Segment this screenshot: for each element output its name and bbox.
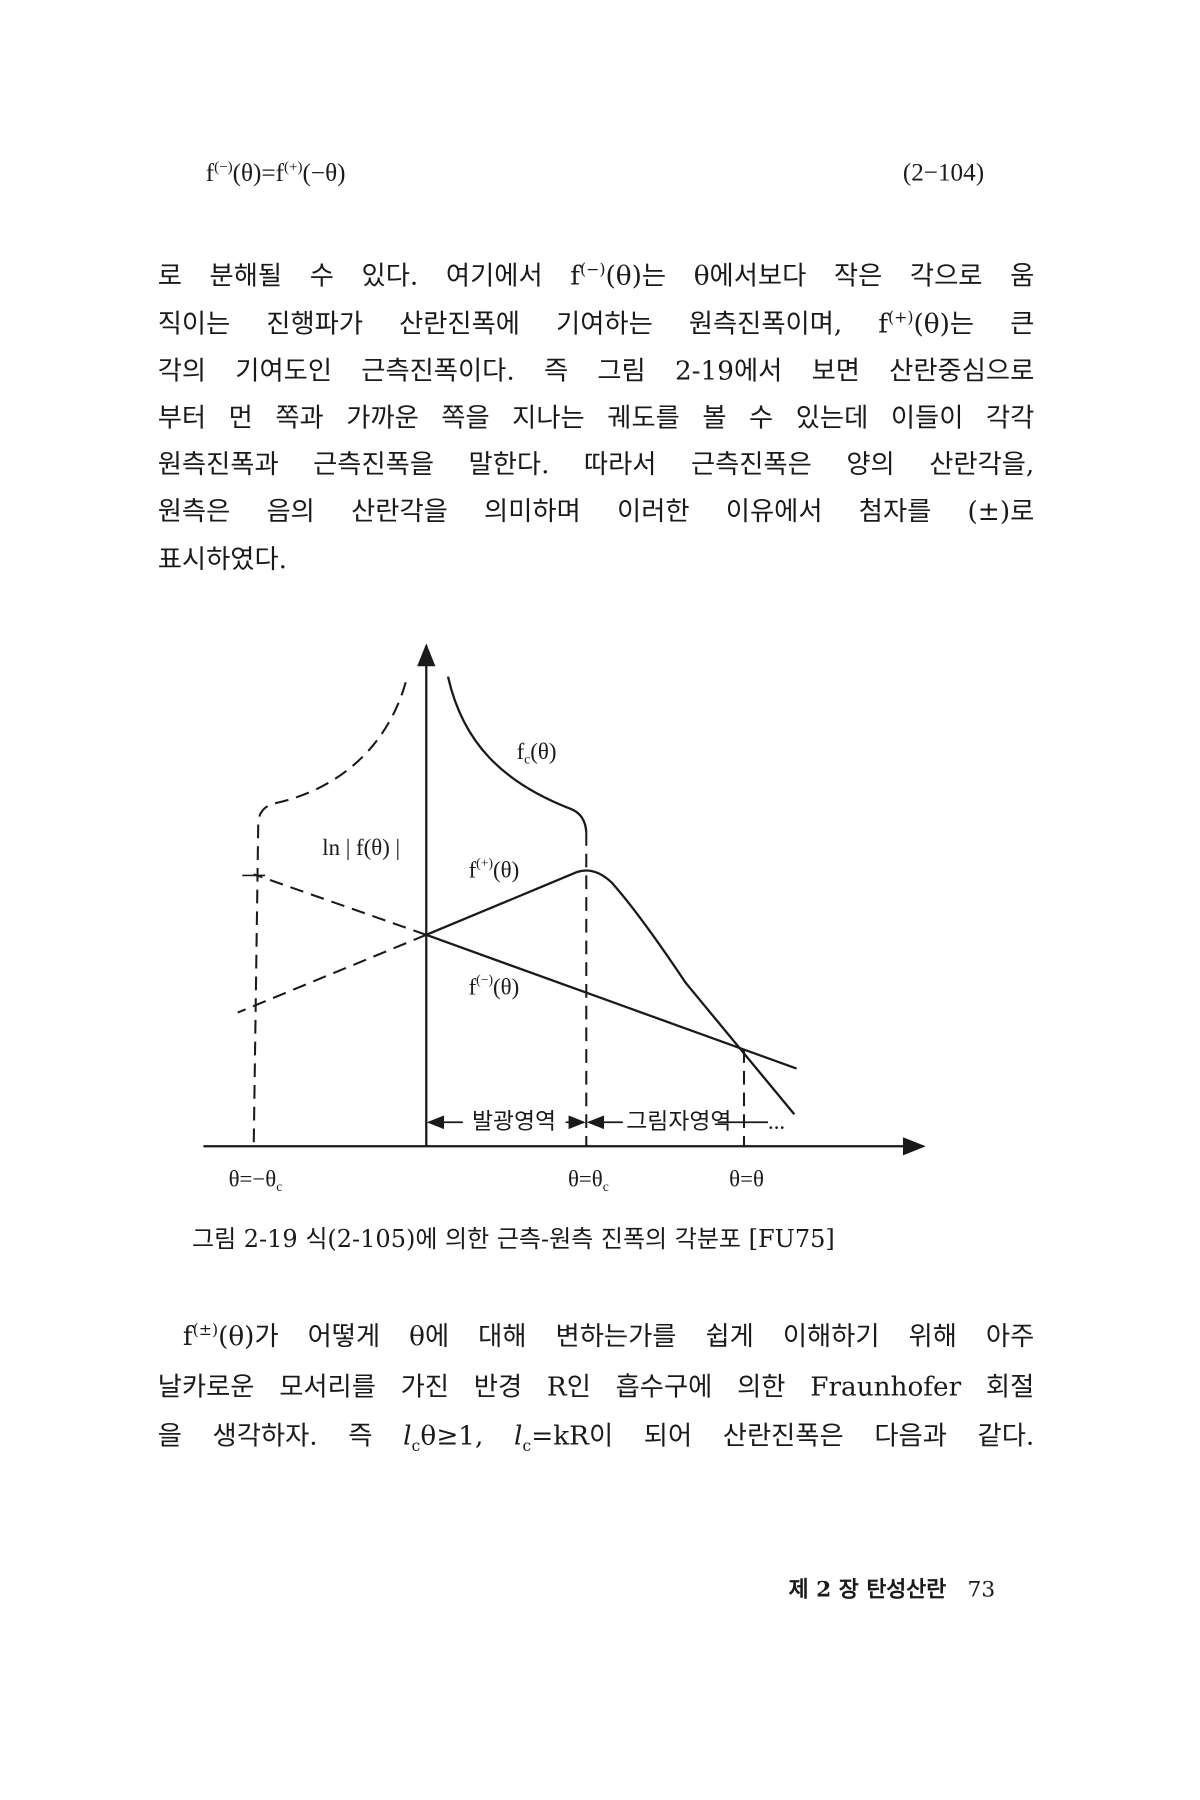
text-segment: c (522, 1437, 532, 1456)
fplus-label: f(+)(θ) (469, 855, 520, 882)
x-label-theta: θ=θ (729, 1166, 764, 1191)
text-segment: (θ)=f (232, 158, 284, 187)
fminus-left-dashed (253, 873, 427, 936)
chapter-title: 제 2 장 탄성산란 (788, 1577, 947, 1603)
text-line: 로 분해될 수 있다. 여기에서 f(−)(θ)는 θ에서보다 작은 각으로 움 (158, 254, 1035, 293)
text-line: f(±)(θ)가 어떻게 θ에 대해 변하는가를 쉽게 이해하기 위해 아주 (183, 1314, 1034, 1353)
equation-2-104: f(−)(θ)=f(+)(−θ) (206, 158, 346, 188)
shadow-region-label: 그림자영역 (626, 1109, 731, 1134)
text-segment: (θ)는 θ에서보다 작은 각으로 움 (605, 261, 1035, 292)
text-line: 직이는 진행파가 산란진폭에 기여하는 원측진폭이며, f(+)(θ)는 큰 (158, 302, 1035, 341)
text-segment: 원측진폭과 근측진폭을 말한다. 따라서 근측진폭은 양의 산란각을, (157, 450, 1035, 480)
text-segment: 날카로운 모서리를 가진 반경 R인 흡수구에 의한 Fraunhofer 회절 (157, 1372, 1035, 1403)
text-segment: 부터 먼 쪽과 가까운 쪽을 지나는 궤도를 볼 수 있는데 이들이 각각 (157, 403, 1035, 434)
fc-label: fc(θ) (517, 739, 557, 767)
text-line: 원측진폭과 근측진폭을 말한다. 따라서 근측진폭은 양의 산란각을, (158, 442, 1035, 481)
lit-region-label: 발광영역 (472, 1109, 556, 1134)
x-label-neg-theta-c: θ=−θc (229, 1166, 283, 1194)
text-segment: (−θ) (302, 158, 346, 187)
text-line: 을 생각하자. 즉 lcθ≥1, lc=kR이 되어 산란진폭은 다음과 같다. (158, 1414, 1035, 1456)
fplus-left-dashed (237, 933, 427, 1014)
text-segment: (θ)가 어떻게 θ에 대해 변하는가를 쉽게 이해하기 위해 아주 (218, 1322, 1035, 1352)
text-segment: 표시하였다. (157, 545, 287, 575)
text-segment: 각의 기여도인 근측진폭이다. 즉 그림 2-19에서 보면 산란중심으로 (157, 356, 1035, 387)
text-line: 날카로운 모서리를 가진 반경 R인 흡수구에 의한 Fraunhofer 회절 (158, 1365, 1035, 1404)
text-segment: (θ)는 큰 (913, 309, 1035, 340)
text-segment: 로 분해될 수 있다. 여기에서 f (157, 261, 581, 292)
text-segment: 을 생각하자. 즉 (157, 1421, 404, 1452)
text-segment: θ≥1, (420, 1421, 514, 1452)
fminus-label: f(−)(θ) (469, 972, 520, 999)
text-segment: l (513, 1421, 523, 1452)
ellipsis: ... (768, 1109, 785, 1134)
equation-number: (2−104) (902, 157, 985, 187)
text-segment: c (411, 1437, 421, 1456)
fminus-line (425, 933, 797, 1070)
fplus-curve (425, 869, 796, 1116)
text-line: 부터 먼 쪽과 가까운 쪽을 지나는 궤도를 볼 수 있는데 이들이 각각 (158, 395, 1035, 434)
ln-f-label: ln | f(θ) | (322, 835, 400, 860)
x-label-theta-c: θ=θc (568, 1166, 609, 1194)
text-segment: (−) (214, 157, 233, 175)
fc-curve (446, 676, 588, 833)
text-segment: f (182, 1322, 193, 1352)
text-segment: f (205, 158, 215, 187)
text-segment: l (403, 1421, 412, 1452)
text-segment: (+) (283, 157, 303, 175)
fc-left-dashed-curve (252, 682, 407, 1147)
text-segment: (±) (192, 1321, 219, 1340)
text-line: 각의 기여도인 근측진폭이다. 즉 그림 2-19에서 보면 산란중심으로 (158, 349, 1035, 388)
figure-2-19: fc(θ) ln | f(θ) | f(+)(θ) f(−)(θ) 발광영역 그… (203, 643, 926, 1194)
text-segment: (−) (580, 260, 606, 280)
text-segment: 직이는 진행파가 산란진폭에 기여하는 원측진폭이며, f (157, 309, 889, 340)
text-line: 표시하였다. (158, 537, 1035, 576)
page-footer: 제 2 장 탄성산란 73 (789, 1573, 996, 1604)
text-segment: (+) (888, 308, 914, 328)
text-line: 원측은 음의 산란각을 의미하며 이러한 이유에서 첨자를 (±)로 (158, 489, 1035, 528)
text-segment: =kR이 되어 산란진폭은 다음과 같다. (531, 1421, 1035, 1452)
figure-caption: 그림 2-19 식(2-105)에 의한 근측-원측 진폭의 각분포 [FU75… (191, 1225, 835, 1253)
text-segment: 원측은 음의 산란각을 의미하며 이러한 이유에서 첨자를 (±)로 (157, 497, 1035, 527)
page-number: 73 (967, 1577, 996, 1603)
